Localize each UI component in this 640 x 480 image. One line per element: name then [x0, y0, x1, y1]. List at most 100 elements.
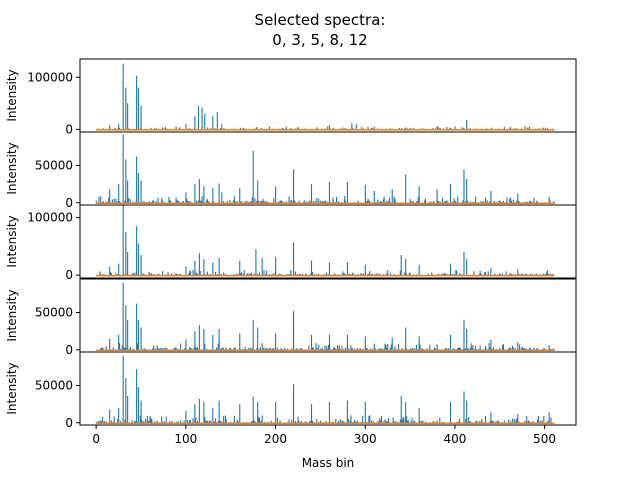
bar [543, 347, 545, 350]
bar [536, 128, 539, 130]
bar [188, 201, 190, 203]
bar [332, 274, 334, 276]
bar [312, 347, 314, 350]
bar [140, 180, 142, 203]
bar [501, 202, 503, 203]
bar [289, 128, 291, 130]
bar [325, 274, 327, 276]
bar [110, 272, 112, 276]
bar [380, 348, 382, 350]
bar [107, 201, 109, 203]
bar [415, 344, 417, 350]
bar [260, 200, 262, 203]
bars-group [95, 204, 555, 276]
bar [382, 421, 384, 423]
bar [196, 200, 198, 203]
bar [201, 196, 203, 203]
bar [357, 200, 359, 203]
bar [158, 349, 160, 350]
bar [510, 347, 512, 350]
bar [361, 273, 363, 276]
bar [508, 419, 510, 423]
bar [449, 128, 451, 130]
bar [335, 348, 337, 350]
bar [406, 348, 408, 350]
bar [313, 274, 315, 276]
bar [418, 407, 420, 423]
bar [117, 201, 119, 203]
bar [252, 150, 254, 203]
bar [291, 348, 293, 350]
bar [176, 200, 178, 203]
bar [424, 198, 426, 203]
bar [268, 273, 270, 276]
bar [278, 201, 280, 203]
bar [132, 348, 134, 350]
bar [223, 416, 225, 423]
bar [261, 128, 263, 130]
bar [490, 268, 492, 276]
bar [335, 418, 337, 423]
bar [189, 347, 191, 350]
bar [474, 348, 476, 350]
bar [123, 347, 125, 350]
bar [283, 201, 285, 203]
bar [175, 273, 177, 276]
bar [316, 274, 318, 276]
bar [291, 274, 293, 276]
bar [432, 421, 435, 423]
bar [343, 273, 345, 276]
bar [465, 201, 467, 203]
bar [333, 346, 335, 350]
bar [212, 262, 214, 276]
bar [328, 401, 330, 423]
bar [484, 346, 487, 350]
bar [454, 126, 456, 130]
bar [198, 398, 200, 423]
bar [443, 201, 445, 203]
bar [309, 421, 311, 423]
bar [375, 273, 377, 276]
y-axis-label: Intensity [5, 289, 19, 341]
bar [545, 274, 547, 276]
bar [222, 128, 224, 130]
bar [536, 273, 538, 276]
bar [266, 348, 268, 350]
bar [310, 273, 312, 276]
bar [259, 421, 261, 423]
bar [350, 128, 352, 130]
bar [337, 348, 339, 350]
bar [261, 201, 263, 203]
bar [377, 199, 379, 203]
bar [258, 348, 260, 350]
bar [483, 274, 485, 276]
bar [520, 128, 522, 130]
bar [498, 421, 500, 423]
bar [183, 420, 185, 423]
bar [484, 272, 486, 276]
x-axis-label: Mass bin [302, 456, 355, 470]
bar [145, 128, 147, 130]
bar [110, 420, 113, 423]
bar [536, 201, 539, 203]
bar [101, 201, 104, 203]
bar [449, 334, 452, 350]
bar [371, 274, 373, 276]
bar [432, 274, 434, 276]
bar [529, 200, 531, 203]
bar [536, 348, 538, 350]
bar [458, 421, 460, 423]
y-tick-label: 50000 [35, 159, 73, 173]
bar [509, 273, 511, 276]
bar [150, 127, 152, 130]
bar [461, 202, 463, 203]
bar [95, 421, 97, 423]
bar [302, 202, 304, 203]
bar [214, 271, 217, 276]
bar [289, 274, 291, 276]
bar [127, 103, 129, 130]
bar [492, 348, 494, 350]
bar [489, 421, 491, 423]
bar [437, 126, 439, 130]
bar [296, 128, 298, 130]
